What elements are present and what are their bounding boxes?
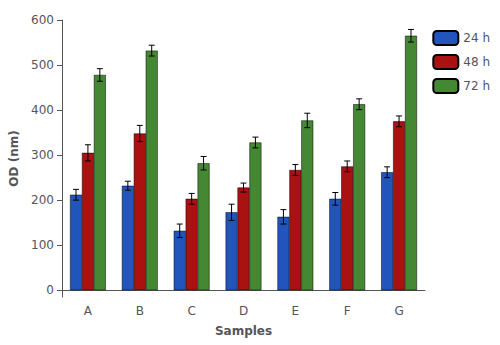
svg-text:400: 400 <box>31 103 54 117</box>
svg-text:24 h: 24 h <box>463 31 490 45</box>
svg-text:48 h: 48 h <box>463 55 490 69</box>
svg-text:B: B <box>136 304 144 318</box>
svg-text:Samples: Samples <box>215 324 272 338</box>
svg-text:72 h: 72 h <box>463 79 490 93</box>
svg-text:C: C <box>187 304 195 318</box>
svg-text:G: G <box>394 304 403 318</box>
svg-text:200: 200 <box>31 193 54 207</box>
svg-text:100: 100 <box>31 238 54 252</box>
svg-text:F: F <box>344 304 351 318</box>
svg-text:0: 0 <box>46 283 54 297</box>
svg-text:OD (nm): OD (nm) <box>7 130 21 186</box>
svg-text:D: D <box>239 304 248 318</box>
svg-text:300: 300 <box>31 148 54 162</box>
svg-text:500: 500 <box>31 58 54 72</box>
svg-text:A: A <box>84 304 93 318</box>
svg-text:600: 600 <box>31 13 54 27</box>
svg-text:E: E <box>292 304 300 318</box>
